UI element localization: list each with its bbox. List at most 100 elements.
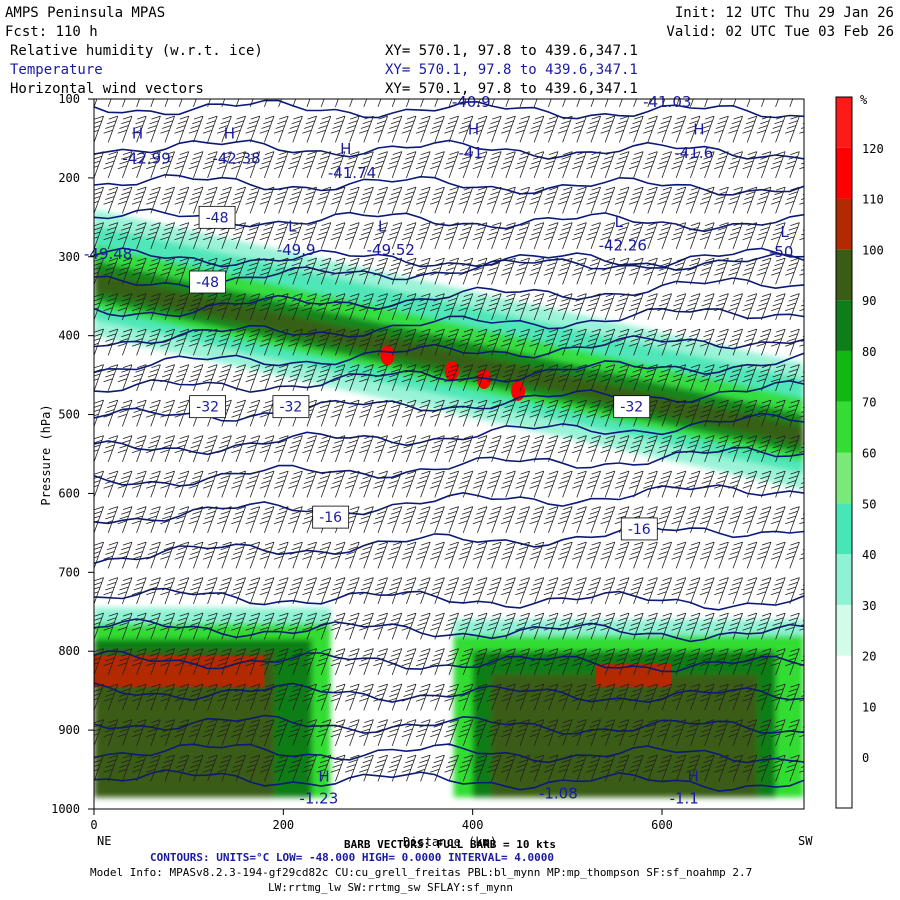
colorbar-level-label: 20 [862, 650, 876, 664]
wind-barb [188, 293, 204, 321]
wind-barb [714, 151, 729, 179]
wind-barb [628, 364, 644, 392]
wind-barb [742, 151, 758, 179]
wind-barb [359, 754, 374, 782]
wind-barb [330, 541, 346, 569]
wind-barb [572, 151, 587, 179]
wind-barb [302, 222, 317, 250]
wind-barb [770, 151, 786, 179]
wind-barb [529, 186, 545, 214]
wind-barb [188, 754, 204, 782]
wind-barb [557, 399, 573, 427]
wind-barb [600, 577, 616, 605]
wind-barb [742, 754, 758, 782]
colorbar-box [836, 300, 852, 351]
wind-barb [458, 541, 474, 569]
wind-barb [316, 612, 332, 640]
wind-barb [515, 683, 530, 711]
y-tick-label: 300 [58, 250, 80, 264]
wind-barb [671, 186, 687, 214]
wind-barb [117, 470, 133, 498]
wind-barb [472, 222, 488, 250]
wind-barb [430, 648, 445, 676]
wind-barb [146, 151, 161, 179]
wind-barb [529, 470, 545, 498]
wind-barb [302, 328, 317, 356]
wind-barb [572, 506, 587, 534]
contour-label: -32 [279, 400, 302, 416]
wind-barb [685, 293, 701, 321]
wind-barb [217, 257, 232, 285]
wind-barb [174, 115, 190, 143]
wind-barb [444, 186, 459, 214]
wind-barb [117, 683, 133, 711]
wind-barb [671, 470, 687, 498]
wind-barb [501, 399, 516, 427]
wind-barb [373, 186, 388, 214]
wind-barb [94, 648, 104, 676]
wind-barb [728, 719, 743, 747]
wind-barb [131, 293, 147, 321]
wind-barb [430, 470, 445, 498]
wind-barb [756, 577, 772, 605]
wind-barb [699, 222, 715, 250]
wind-barb [657, 435, 672, 463]
wind-barb [728, 683, 743, 711]
wind-barb [728, 222, 743, 250]
wind-barb [302, 364, 317, 392]
wind-barb [231, 293, 246, 321]
wind-barb [529, 222, 545, 250]
wind-barb [94, 364, 104, 392]
wind-barb [160, 541, 175, 569]
wind-barb [103, 683, 119, 711]
wind-barb [330, 719, 346, 747]
wind-barb [714, 577, 729, 605]
wind-barb [628, 470, 644, 498]
wind-barb [245, 506, 261, 534]
wind-barb [728, 293, 743, 321]
wind-barb [330, 612, 346, 640]
wind-barb [515, 115, 530, 143]
wind-barb [188, 435, 204, 463]
wind-barb [217, 541, 232, 569]
isotherm-line [94, 335, 804, 374]
wind-barb [359, 328, 374, 356]
wind-barb [117, 648, 133, 676]
wind-barb [146, 754, 161, 782]
wind-barb [472, 612, 488, 640]
wind-barb [131, 115, 147, 143]
wind-barb [770, 719, 786, 747]
wind-barb [430, 506, 445, 534]
wind-barb [359, 364, 374, 392]
wind-barb [458, 754, 474, 782]
wind-barb [614, 364, 630, 392]
wind-barb [245, 293, 261, 321]
wind-barb [515, 257, 530, 285]
wind-barb [146, 683, 161, 711]
wind-barb [529, 719, 545, 747]
wind-barb [671, 115, 687, 143]
wind-barb [387, 222, 403, 250]
barb-legend: BARB VECTORS: FULL BARB = 10 kts [344, 838, 556, 851]
wind-barb [415, 222, 431, 250]
wind-barb [430, 364, 445, 392]
wind-barb [401, 328, 417, 356]
wind-barb [657, 577, 672, 605]
wind-barb [373, 435, 388, 463]
wind-barb [117, 222, 133, 250]
wind-barb [671, 222, 687, 250]
extremum-label: -41.74 [328, 164, 376, 182]
wind-barb [756, 399, 772, 427]
wind-barb [586, 648, 601, 676]
wind-barb [415, 541, 431, 569]
wind-barb [557, 115, 573, 143]
wind-barb [94, 506, 104, 534]
wind-barb [217, 648, 232, 676]
wind-barb [259, 364, 275, 392]
wind-barb [401, 541, 417, 569]
wind-barb [103, 293, 119, 321]
field-temp-xy: XY= 570.1, 97.8 to 439.6,347.1 [385, 62, 638, 78]
wind-barb [515, 648, 530, 676]
wind-barb [359, 435, 374, 463]
extremum-label: -42.99 [122, 150, 170, 168]
